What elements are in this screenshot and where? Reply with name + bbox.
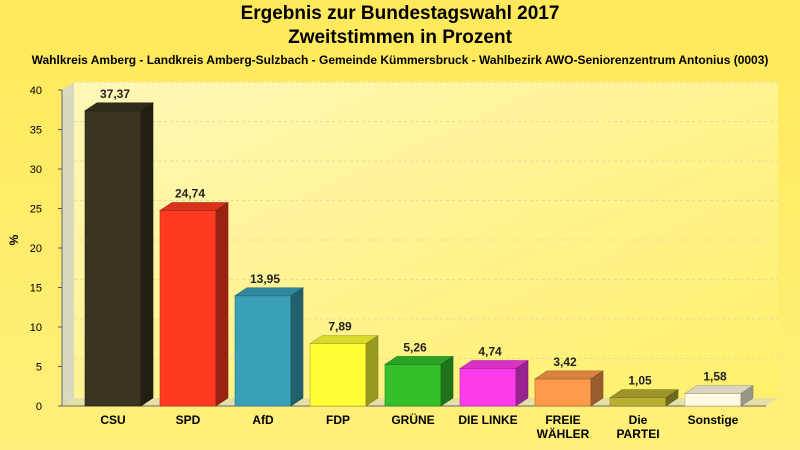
- x-tick-label-line: AfD: [252, 413, 274, 427]
- bar-side: [365, 335, 379, 407]
- bar: [384, 364, 442, 407]
- x-tick-label: FREIE WÄHLER: [537, 413, 590, 441]
- y-tick-label: 35: [30, 125, 42, 137]
- bar-side: [665, 389, 679, 407]
- x-tick-label-line: FREIE: [545, 413, 580, 427]
- bar-side: [590, 370, 604, 407]
- data-label: 4,74: [478, 345, 502, 359]
- x-tick-label: Die PARTEI: [616, 413, 659, 441]
- bar-side: [140, 102, 154, 407]
- bar: [609, 397, 667, 407]
- data-label: 13,95: [250, 272, 280, 286]
- x-tick-label: GRÜNE: [391, 412, 434, 427]
- bar: [159, 210, 217, 407]
- bar-side: [290, 287, 304, 407]
- y-tick-label: 40: [30, 85, 42, 97]
- data-label: 1,58: [703, 370, 727, 384]
- x-tick-label-line: PARTEI: [616, 427, 659, 441]
- y-tick-label: 5: [36, 362, 42, 374]
- x-tick-label: FDP: [326, 413, 350, 427]
- bar: [459, 368, 517, 407]
- x-tick-label-line: FDP: [326, 413, 350, 427]
- x-tick-label: DIE LINKE: [458, 413, 517, 427]
- data-label: 37,37: [100, 87, 130, 101]
- y-tick-label: 15: [30, 283, 42, 295]
- x-tick-label-line: GRÜNE: [391, 412, 434, 427]
- x-tick-label: Sonstige: [688, 413, 739, 427]
- x-tick-label-line: CSU: [100, 413, 125, 427]
- y-tick-label: 0: [36, 401, 42, 413]
- x-tick-label: CSU: [100, 413, 125, 427]
- bar: [684, 393, 742, 407]
- x-tick-label-line: Die: [629, 413, 648, 427]
- y-tick-label: 25: [30, 204, 42, 216]
- bar: [534, 378, 592, 407]
- bar: [234, 295, 292, 407]
- chart-subtitle: Zweitstimmen in Prozent: [288, 27, 512, 48]
- y-tick-label: 10: [30, 322, 42, 334]
- chart-caption: Wahlkreis Amberg - Landkreis Amberg-Sulz…: [31, 53, 769, 67]
- data-label: 5,26: [403, 340, 427, 354]
- x-tick-label: SPD: [176, 413, 201, 427]
- bar: [309, 343, 367, 407]
- plot-side-wall: [62, 82, 74, 406]
- x-tick-label: AfD: [252, 413, 274, 427]
- x-tick-label-line: SPD: [176, 413, 201, 427]
- bar-side: [740, 384, 754, 407]
- x-tick-label-line: Sonstige: [688, 413, 739, 427]
- data-label: 24,74: [175, 187, 205, 201]
- bar-side: [515, 359, 529, 407]
- x-tick-label-line: DIE LINKE: [458, 413, 517, 427]
- y-tick-label: 30: [30, 164, 42, 176]
- x-tick-label-line: WÄHLER: [537, 426, 590, 441]
- chart-title: Ergebnis zur Bundestagswahl 2017: [240, 3, 560, 24]
- bar: [84, 110, 142, 407]
- data-label: 7,89: [328, 320, 352, 334]
- y-tick-label: 20: [30, 243, 42, 255]
- data-label: 1,05: [628, 374, 652, 388]
- y-axis-label: %: [7, 234, 21, 245]
- bar-side: [440, 355, 454, 407]
- bar-side: [215, 201, 229, 407]
- data-label: 3,42: [553, 355, 577, 369]
